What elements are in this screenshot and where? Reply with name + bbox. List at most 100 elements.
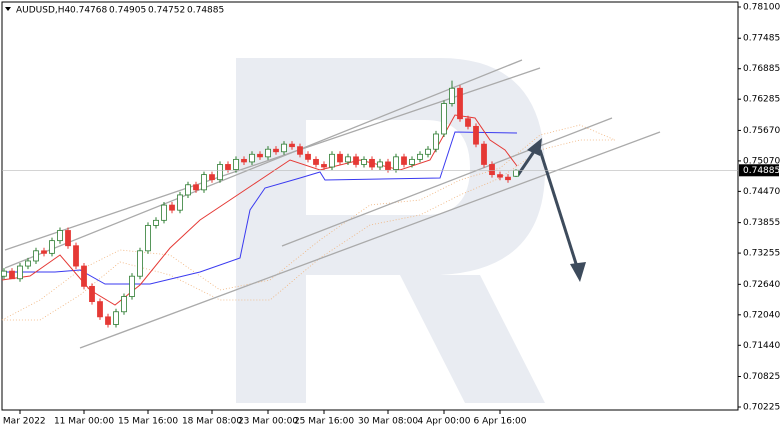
price-label: 0.74885 xyxy=(743,166,780,176)
candle-body xyxy=(153,219,159,226)
candle-body xyxy=(129,275,135,297)
x-tick-label: 11 Mar 00:00 xyxy=(54,417,114,427)
candle-body xyxy=(361,158,367,165)
watermark xyxy=(236,58,545,403)
candle-body xyxy=(281,143,287,153)
candle-body xyxy=(161,204,167,221)
candle-body xyxy=(97,301,103,318)
candle-body xyxy=(425,148,431,155)
candle-body xyxy=(497,174,503,178)
candle-body xyxy=(369,158,375,168)
y-tick-label: 0.74470 xyxy=(743,187,780,197)
candle-body xyxy=(73,245,79,267)
candle-body xyxy=(241,158,247,163)
close-value: 0.74885 xyxy=(187,6,224,16)
candle-body xyxy=(505,176,511,181)
candle-body xyxy=(17,265,23,280)
y-tick-label: 0.70825 xyxy=(743,372,780,382)
channel-lines xyxy=(4,59,661,349)
candle-body xyxy=(193,184,199,191)
candle-body xyxy=(417,153,423,160)
x-tick-label: 6 Apr 16:00 xyxy=(474,417,527,427)
menu-triangle xyxy=(5,7,11,11)
candle-body xyxy=(169,204,175,211)
high-value: 0.74905 xyxy=(109,6,146,16)
low-value: 0.74752 xyxy=(148,6,185,16)
y-tick-label: 0.77485 xyxy=(743,34,780,44)
price-label-box xyxy=(739,164,779,177)
candle-body xyxy=(137,250,143,277)
candle-body xyxy=(9,270,15,280)
candle-body xyxy=(345,156,351,163)
candle-body xyxy=(41,250,47,254)
y-tick-label: 0.73255 xyxy=(743,249,780,259)
y-tick-label: 0.72040 xyxy=(743,310,780,320)
candle-body xyxy=(113,311,119,325)
x-tick-label: 23 Mar 00:00 xyxy=(238,417,298,427)
candle-body xyxy=(217,164,223,181)
x-tick-label: 4 Apr 00:00 xyxy=(418,417,471,427)
candle-body xyxy=(177,194,183,211)
candle-body xyxy=(145,225,151,252)
candle-body xyxy=(465,118,471,127)
candle-body xyxy=(513,169,519,177)
x-tick-label: 25 Mar 16:00 xyxy=(294,417,354,427)
candle-body xyxy=(401,156,407,165)
candle-body xyxy=(441,103,447,135)
y-tick-label: 0.73855 xyxy=(743,218,780,228)
candle-body xyxy=(337,153,343,163)
candle-body xyxy=(33,250,39,262)
ichimoku-cloud xyxy=(1,124,616,321)
candle-body xyxy=(249,153,255,163)
candle-body xyxy=(201,174,207,191)
y-tick-label: 0.76285 xyxy=(743,95,780,105)
candle-body xyxy=(57,230,63,242)
candle-body xyxy=(1,270,7,277)
candle-body xyxy=(489,164,495,176)
x-tick-label: 30 Mar 08:00 xyxy=(358,417,418,427)
candle-body xyxy=(449,87,455,104)
x-tick-label: 15 Mar 16:00 xyxy=(118,417,178,427)
candle-body xyxy=(65,230,71,247)
candle-body xyxy=(25,260,31,267)
candle-body xyxy=(457,87,463,120)
candle-body xyxy=(105,316,111,325)
candle-body xyxy=(321,164,327,168)
candle-body xyxy=(185,184,191,196)
candle-body xyxy=(209,174,215,181)
y-tick-label: 0.70225 xyxy=(743,403,780,413)
candle-body xyxy=(305,153,311,160)
candle-body xyxy=(257,153,263,158)
header: AUDUSD,H4 0.74768 0.74905 0.74752 0.7488… xyxy=(5,6,224,16)
candle-body xyxy=(121,296,127,313)
candle-body xyxy=(473,125,479,145)
y-tick-label: 0.78100 xyxy=(743,3,780,13)
candle-body xyxy=(377,161,383,168)
candle-body xyxy=(329,153,335,168)
y-tick-label: 0.71440 xyxy=(743,341,780,351)
candle-body xyxy=(289,143,295,148)
candle-body xyxy=(353,156,359,165)
candle-body xyxy=(313,158,319,165)
candle-body xyxy=(273,148,279,153)
candle-body xyxy=(481,143,487,165)
y-tick-label: 0.75070 xyxy=(743,156,780,166)
candle-body xyxy=(81,265,87,287)
y-tick-label: 0.75670 xyxy=(743,126,780,136)
candle-body xyxy=(49,240,55,254)
x-tick-label: 8 Mar 2022 xyxy=(0,417,46,427)
x-tick-label: 18 Mar 08:00 xyxy=(182,417,242,427)
candle-body xyxy=(393,156,399,170)
forecast-arrow xyxy=(516,138,586,282)
open-value: 0.74768 xyxy=(70,6,107,16)
candle-body xyxy=(433,133,439,150)
candle-body xyxy=(409,158,415,165)
y-tick-label: 0.76885 xyxy=(743,64,780,74)
symbol: AUDUSD,H4 xyxy=(16,6,71,16)
candle-body xyxy=(233,158,239,170)
candle-body xyxy=(385,161,391,170)
candle-body xyxy=(297,146,303,155)
y-tick-label: 0.72640 xyxy=(743,280,780,290)
candle-body xyxy=(89,285,95,303)
